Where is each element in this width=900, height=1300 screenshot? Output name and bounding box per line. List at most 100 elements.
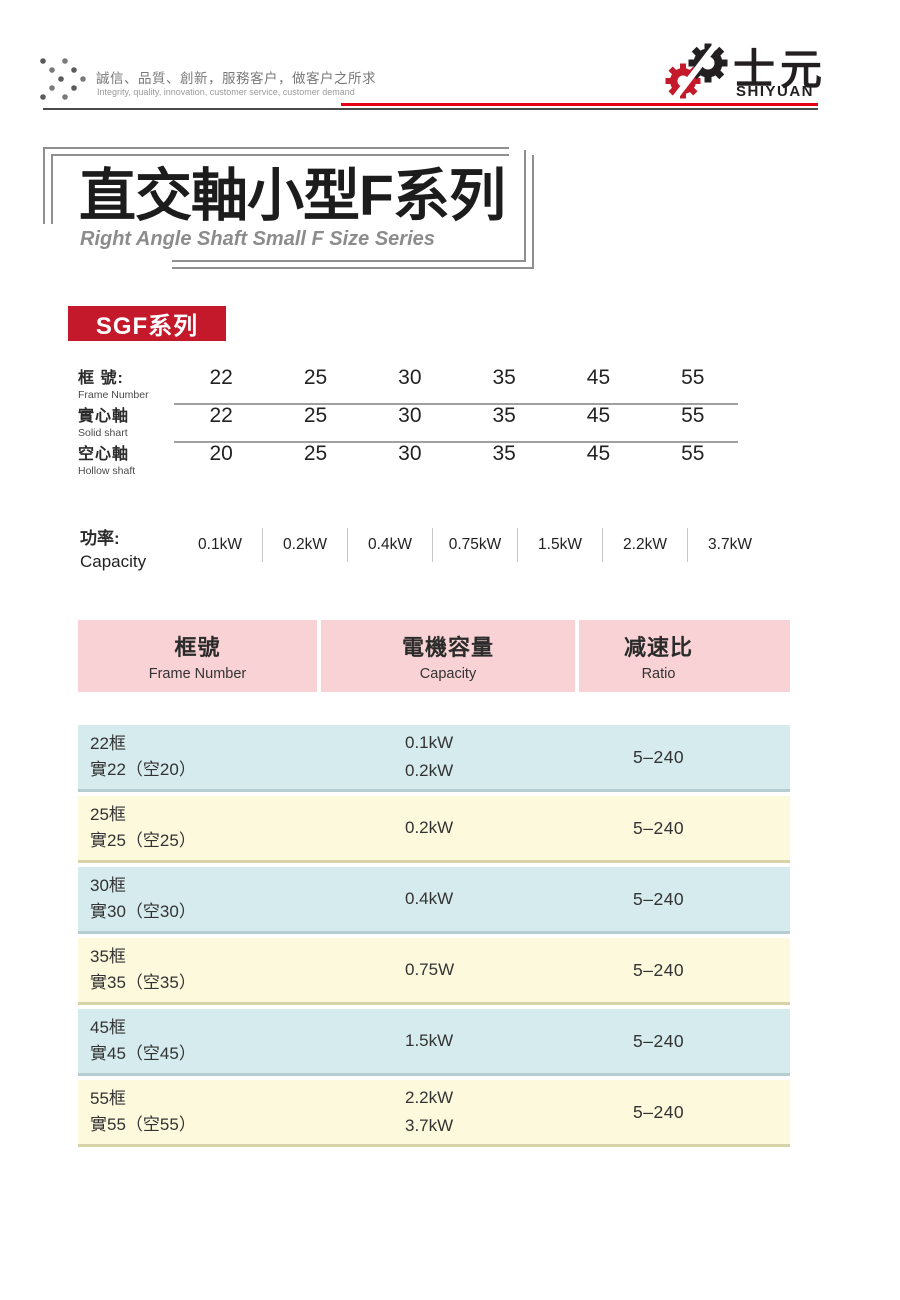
table-row-45: 45框 實45（空45） 1.5kW 5–240 [78,1009,790,1076]
ratio-value: 5–240 [633,1030,685,1051]
logo-subtext: SHIYUAN [736,83,815,100]
spec-value: 25 [303,404,328,427]
capacity-cell: 1.5kW [321,1009,579,1073]
frame-cell: 35框 實35（空35） [78,938,321,1002]
table-row-30: 30框 實30（空30） 0.4kW 5–240 [78,867,790,934]
spec-value: 35 [492,404,516,427]
ratio-value: 5–240 [633,1101,685,1122]
spec-value: 22 [209,366,233,389]
title-frame-topleft-outer [43,147,509,224]
capacity-line: 1.5kW [405,1031,454,1050]
ratio-cell: 5–240 [579,725,790,789]
ratio-value: 5–240 [633,817,685,838]
capacity-value: 0.2kW [262,528,347,562]
frame-line: 45框 [90,1018,126,1037]
series-badge-label: SGF系列 [95,313,199,340]
spec-label-en: Solid shart [78,427,128,439]
ratio-cell: 5–240 [579,867,790,931]
frame-cell: 45框 實45（空45） [78,1009,321,1073]
spec-value: 55 [681,366,705,389]
title-frame-topleft-inner [51,154,509,224]
header-rule-red [341,103,818,106]
header-en: Frame Number [148,666,247,682]
spec-row-label: 框 號: Frame Number [78,364,174,402]
frame-cell: 30框 實30（空30） [78,867,321,931]
series-badge: SGF系列 [68,306,226,341]
frame-line: 實35（空35） [90,973,196,992]
capacity-cell: 0.4kW [321,867,579,931]
capacity-label-en: Capacity [80,552,147,571]
capacity-label: 功率: Capacity [80,524,146,572]
frame-cell: 22框 實22（空20） [78,725,321,789]
spec-values: 20 25 30 35 45 55 [174,440,740,478]
page-title: 直交軸小型F系列 [79,164,506,228]
spec-value: 22 [209,404,233,427]
spec-label-cn: 框 號: [78,370,124,387]
header-cn: 框號 [174,635,221,660]
header-cn: 電機容量 [401,635,494,660]
spec-values: 22 25 30 35 45 55 [174,364,740,402]
spec-row-solid-shaft: 實心軸 Solid shart 22 25 30 35 45 55 [78,402,740,440]
company-tagline: 誠信、品質、創新，服務客户，做客户之所求 [96,71,376,86]
frame-line: 實30（空30） [90,902,196,921]
capacity-cell: 0.2kW [321,796,579,860]
header-en: Capacity [419,666,477,682]
header-en: Ratio [641,666,676,682]
spec-label-en: Frame Number [78,389,149,401]
title-frame-bottomright-inner [172,150,526,262]
header-cell-ratio: 减速比 Ratio [579,620,790,692]
spec-value: 45 [586,404,611,427]
capacity-label-cn: 功率: [80,529,120,548]
ratio-cell: 5–240 [579,1009,790,1073]
capacity-value: 0.1kW [198,536,242,553]
spec-value: 55 [681,442,705,465]
table-row-25: 25框 實25（空25） 0.2kW 5–240 [78,796,790,863]
title-frame-bottomright-outer [172,155,534,269]
frame-line: 30框 [90,876,126,895]
company-tagline-english: Integrity, quality, innovation, customer… [97,87,355,97]
ratio-cell: 5–240 [579,1080,790,1144]
spec-values: 22 25 30 35 45 55 [174,402,740,440]
ratio-value: 5–240 [633,959,685,980]
spec-value: 55 [681,404,705,427]
logo-text: 士元 [733,46,828,93]
capacity-cell: 2.2kW 3.7kW [321,1080,579,1144]
frame-line: 22框 [90,734,126,753]
main-table-body: 22框 實22（空20） 0.1kW 0.2kW 5–240 25框 實25（空… [78,725,790,1151]
spec-row-hollow-shaft: 空心軸 Hollow shaft 20 25 30 35 45 55 [78,440,740,478]
capacity-value: 1.5kW [517,528,602,562]
ratio-value: 5–240 [633,888,685,909]
frame-line: 25框 [90,805,126,824]
ratio-cell: 5–240 [579,938,790,1002]
table-row-22: 22框 實22（空20） 0.1kW 0.2kW 5–240 [78,725,790,792]
spec-value: 25 [303,442,328,465]
frame-line: 55框 [90,1089,126,1108]
chevron-dots-icon [40,58,86,100]
capacity-line: 2.2kW [405,1088,454,1107]
spec-row-label: 實心軸 Solid shart [78,402,174,440]
capacity-line: 0.75W [405,960,455,979]
capacity-value: 3.7kW [687,528,772,562]
spec-row-frame-number: 框 號: Frame Number 22 25 30 35 45 55 [78,364,740,402]
frame-line: 實55（空55） [90,1115,196,1134]
capacity-value: 0.75kW [432,528,517,562]
spec-value: 45 [586,366,611,389]
spec-label-cn: 空心軸 [78,446,130,463]
frame-line: 35框 [90,947,126,966]
spec-label-cn: 實心軸 [78,408,130,425]
spec-value: 35 [492,366,516,389]
capacity-line: 0.1kW [405,733,454,752]
ratio-cell: 5–240 [579,796,790,860]
spec-value: 45 [586,442,611,465]
header-cell-capacity: 電機容量 Capacity [321,620,575,692]
spec-label-en: Hollow shaft [78,465,136,477]
table-row-35: 35框 實35（空35） 0.75W 5–240 [78,938,790,1005]
frame-cell: 25框 實25（空25） [78,796,321,860]
spec-value: 35 [492,442,516,465]
spec-separator [174,441,738,443]
capacity-value: 2.2kW [602,528,687,562]
capacity-line: 0.2kW [405,818,454,837]
capacity-line: 3.7kW [405,1116,454,1135]
header-cell-frame-number: 框號 Frame Number [78,620,317,692]
